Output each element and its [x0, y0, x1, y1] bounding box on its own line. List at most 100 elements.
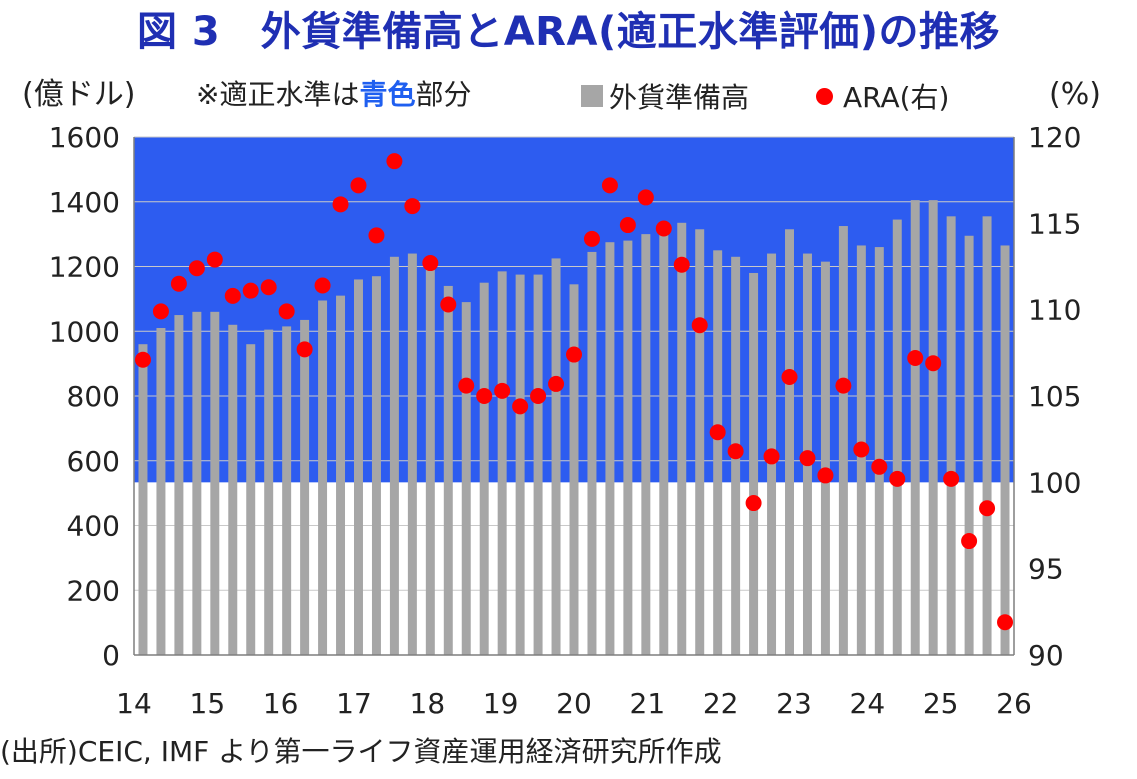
- right-axis-tick-label: 110: [1028, 294, 1081, 327]
- bar-foreign-reserves: [210, 311, 220, 655]
- ara-point: [943, 470, 960, 487]
- ara-point: [907, 350, 924, 367]
- bar-foreign-reserves: [713, 250, 723, 655]
- ara-point: [386, 153, 403, 170]
- ara-point: [655, 220, 672, 237]
- left-axis-tick-label: 200: [67, 574, 120, 607]
- right-axis-tick-label: 105: [1028, 380, 1081, 413]
- left-axis-tick-label: 1200: [49, 251, 120, 284]
- ara-point: [134, 351, 151, 368]
- ara-point: [368, 227, 385, 244]
- ara-point: [871, 458, 888, 475]
- legend-bar-swatch: [581, 85, 603, 107]
- ara-point: [673, 256, 690, 273]
- right-axis-tick-label: 120: [1028, 121, 1081, 154]
- bar-foreign-reserves: [407, 253, 417, 656]
- x-axis-tick-label: 18: [410, 687, 446, 720]
- bar-foreign-reserves: [677, 222, 687, 655]
- bar-foreign-reserves: [659, 227, 669, 655]
- bar-foreign-reserves: [443, 285, 453, 655]
- ara-point: [601, 177, 618, 194]
- ara-point: [548, 375, 565, 392]
- ara-point: [314, 277, 331, 294]
- x-axis-tick-label: 23: [776, 687, 812, 720]
- ara-point: [889, 470, 906, 487]
- bar-foreign-reserves: [695, 229, 705, 656]
- ara-point: [332, 196, 349, 213]
- x-axis-tick-label: 19: [483, 687, 519, 720]
- ara-point: [350, 177, 367, 194]
- bar-foreign-reserves: [138, 344, 148, 655]
- ara-point: [619, 217, 636, 234]
- bar-foreign-reserves: [246, 344, 256, 655]
- left-axis-tick-label: 1000: [49, 315, 120, 348]
- ara-point: [835, 377, 852, 394]
- bar-foreign-reserves: [156, 328, 166, 655]
- right-axis-tick-label: 115: [1028, 207, 1081, 240]
- bar-foreign-reserves: [641, 234, 651, 655]
- ara-point: [979, 500, 996, 517]
- bar-foreign-reserves: [264, 329, 274, 655]
- legend-dots-label: ARA(右): [843, 81, 950, 114]
- bar-foreign-reserves: [820, 261, 830, 655]
- bar-foreign-reserves: [838, 226, 848, 655]
- bar-foreign-reserves: [569, 284, 579, 655]
- ara-point: [404, 198, 421, 215]
- bar-foreign-reserves: [228, 324, 238, 655]
- right-axis-tick-label: 100: [1028, 466, 1081, 499]
- bar-foreign-reserves: [785, 229, 794, 656]
- bar-foreign-reserves: [587, 251, 597, 655]
- source-note: (出所)CEIC, IMF より第一ライフ資産運用経済研究所作成: [0, 735, 722, 768]
- band-note: ※適正水準は青色部分: [196, 78, 472, 112]
- bar-foreign-reserves: [623, 240, 633, 655]
- bar-foreign-reserves: [497, 271, 507, 655]
- bar-foreign-reserves: [425, 268, 435, 655]
- band-note-highlight: 青色: [359, 78, 416, 111]
- legend-bars: 外貨準備高: [581, 79, 749, 114]
- bar-foreign-reserves: [749, 272, 759, 655]
- right-axis-tick-label: 95: [1028, 553, 1064, 586]
- ara-point: [853, 441, 870, 458]
- x-axis-tick-label: 14: [116, 687, 152, 720]
- ara-point: [476, 388, 493, 404]
- bar-foreign-reserves: [964, 235, 974, 655]
- bar-foreign-reserves: [515, 274, 525, 655]
- bar-foreign-reserves: [874, 247, 884, 655]
- bar-foreign-reserves: [892, 219, 902, 655]
- ara-point: [817, 467, 834, 484]
- ara-point: [925, 355, 942, 372]
- bar-foreign-reserves: [461, 302, 471, 655]
- ara-point: [188, 260, 205, 277]
- x-axis-tick-label: 15: [190, 687, 226, 720]
- ara-point: [583, 230, 600, 247]
- bar-foreign-reserves: [300, 319, 310, 655]
- legend-dot-marker: [816, 87, 833, 105]
- bar-foreign-reserves: [354, 279, 363, 655]
- ara-point: [296, 341, 313, 358]
- ara-point: [727, 443, 744, 460]
- ara-point: [799, 450, 816, 467]
- ara-point: [422, 255, 439, 272]
- bar-foreign-reserves: [1000, 245, 1010, 656]
- ara-point: [512, 398, 529, 415]
- chart-title: 図 3 外貨準備高とARA(適正水準評価)の推移: [136, 9, 1001, 55]
- x-axis-tick-label: 16: [263, 687, 299, 720]
- bar-foreign-reserves: [910, 200, 920, 655]
- ara-point: [206, 251, 223, 268]
- ara-point: [530, 388, 547, 404]
- x-axis-tick-label: 22: [703, 687, 739, 720]
- ara-point: [961, 533, 978, 550]
- ara-point: [691, 317, 708, 334]
- ara-point: [278, 303, 295, 320]
- ara-point: [494, 382, 511, 399]
- ara-point: [224, 287, 241, 304]
- right-axis-tick-label: 90: [1028, 639, 1064, 672]
- bar-foreign-reserves: [389, 256, 399, 655]
- x-axis-tick-label: 26: [996, 687, 1032, 720]
- bar-foreign-reserves: [479, 282, 489, 655]
- ara-point: [763, 448, 780, 465]
- x-axis-tick-label: 24: [850, 687, 886, 720]
- ara-point: [152, 303, 169, 320]
- bar-foreign-reserves: [551, 258, 561, 655]
- bar-foreign-reserves: [282, 326, 292, 655]
